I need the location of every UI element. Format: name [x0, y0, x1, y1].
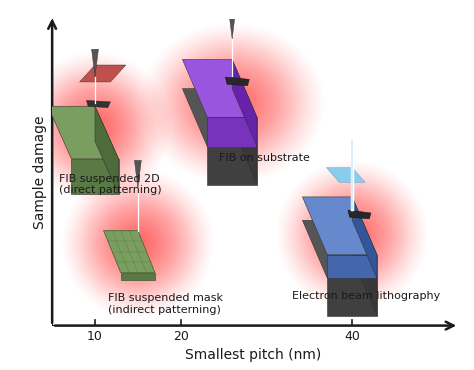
Polygon shape	[121, 273, 155, 280]
Polygon shape	[91, 49, 99, 77]
Ellipse shape	[343, 225, 362, 245]
Ellipse shape	[83, 115, 107, 138]
Polygon shape	[232, 60, 257, 147]
Ellipse shape	[130, 236, 146, 251]
Ellipse shape	[345, 227, 360, 243]
Polygon shape	[232, 89, 257, 185]
Text: FIB suspended mask
(indirect patterning): FIB suspended mask (indirect patterning)	[108, 293, 223, 315]
Ellipse shape	[85, 117, 105, 136]
Polygon shape	[104, 231, 155, 273]
Ellipse shape	[132, 238, 144, 249]
Polygon shape	[327, 168, 365, 182]
Polygon shape	[302, 220, 377, 278]
Polygon shape	[72, 159, 118, 194]
Text: Electron beam lithography: Electron beam lithography	[292, 290, 440, 300]
Polygon shape	[352, 220, 377, 316]
Polygon shape	[86, 100, 110, 108]
Ellipse shape	[346, 229, 358, 241]
Polygon shape	[348, 210, 371, 219]
Ellipse shape	[91, 123, 99, 131]
Ellipse shape	[220, 93, 244, 114]
Ellipse shape	[89, 121, 101, 132]
Polygon shape	[302, 197, 377, 255]
Polygon shape	[80, 65, 126, 82]
Y-axis label: Sample damage: Sample damage	[33, 115, 46, 229]
Polygon shape	[352, 197, 377, 278]
Text: FIB suspended 2D
(direct patterning): FIB suspended 2D (direct patterning)	[59, 174, 162, 195]
Ellipse shape	[128, 234, 147, 253]
Text: FIB on substrate: FIB on substrate	[219, 153, 310, 163]
Polygon shape	[207, 117, 257, 147]
Ellipse shape	[218, 91, 246, 115]
Polygon shape	[48, 106, 118, 159]
Ellipse shape	[93, 125, 97, 129]
Ellipse shape	[223, 95, 242, 111]
Ellipse shape	[230, 101, 235, 105]
Polygon shape	[182, 89, 257, 147]
Ellipse shape	[136, 242, 140, 246]
Ellipse shape	[225, 97, 239, 110]
Polygon shape	[95, 106, 118, 194]
Polygon shape	[225, 77, 249, 86]
Ellipse shape	[348, 231, 356, 239]
Ellipse shape	[341, 223, 364, 246]
Ellipse shape	[87, 119, 103, 134]
Polygon shape	[328, 255, 377, 278]
Polygon shape	[135, 160, 141, 188]
Ellipse shape	[126, 232, 149, 255]
X-axis label: Smallest pitch (nm): Smallest pitch (nm)	[185, 348, 322, 361]
Polygon shape	[328, 278, 377, 316]
Ellipse shape	[134, 240, 142, 248]
Ellipse shape	[350, 233, 354, 237]
Polygon shape	[207, 147, 257, 185]
Polygon shape	[229, 11, 236, 39]
Polygon shape	[182, 60, 257, 117]
Ellipse shape	[228, 99, 237, 107]
